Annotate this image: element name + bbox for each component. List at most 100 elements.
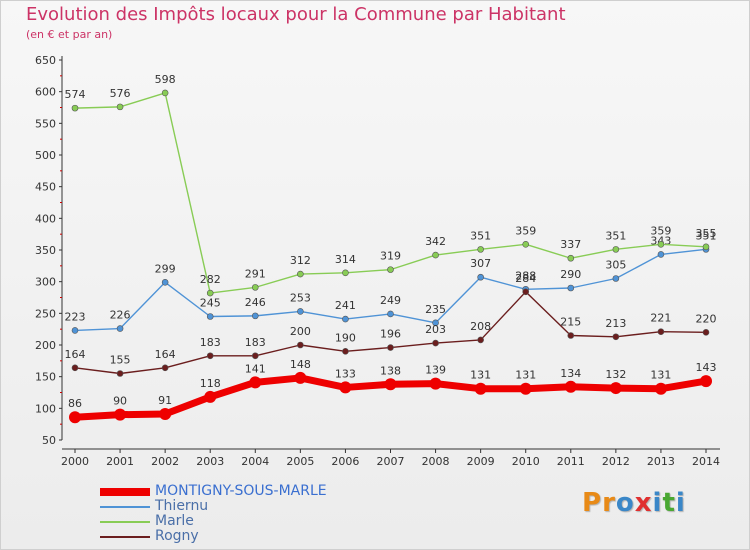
- y-tick-label: 550: [35, 117, 56, 130]
- data-label-thiernu: 241: [335, 299, 356, 312]
- x-tick-label: 2008: [422, 455, 450, 468]
- data-point-thiernu: [432, 319, 439, 327]
- y-tick-label: 50: [42, 434, 56, 447]
- data-label-rogny: 190: [335, 331, 356, 344]
- data-point-rogny: [522, 288, 530, 296]
- data-label-thiernu: 249: [380, 294, 401, 307]
- legend-swatch: [100, 506, 150, 508]
- data-label-marle: 291: [245, 267, 266, 280]
- x-tick-label: 2011: [557, 455, 585, 468]
- data-label-marle: 359: [515, 224, 536, 237]
- data-point-thiernu: [71, 327, 79, 334]
- data-point-montigny-sous-marle: [609, 382, 622, 395]
- data-label-marle: 342: [425, 235, 446, 248]
- logo-letter: o: [615, 488, 635, 518]
- data-point-thiernu: [612, 275, 620, 282]
- data-point-rogny: [342, 348, 349, 355]
- data-point-rogny: [657, 328, 665, 336]
- legend-label: MONTIGNY-SOUS-MARLE: [155, 483, 327, 499]
- y-tick-label: 400: [35, 212, 56, 225]
- logo-letter: r: [602, 488, 616, 518]
- data-label-rogny: 203: [425, 323, 446, 336]
- data-label-marle: 574: [65, 88, 86, 101]
- data-point-marle: [567, 254, 575, 262]
- data-label-thiernu: 290: [560, 268, 581, 281]
- legend-swatch: [100, 536, 150, 538]
- data-label-rogny: 200: [290, 325, 311, 338]
- logo-letter: i: [652, 488, 663, 518]
- data-point-rogny: [387, 344, 394, 351]
- data-point-montigny-sous-marle: [474, 382, 487, 395]
- data-label-thiernu: 351: [696, 229, 717, 242]
- x-tick-label: 2001: [106, 455, 134, 468]
- data-point-rogny: [477, 336, 484, 344]
- data-label-rogny: 164: [65, 348, 86, 361]
- data-label-montigny-sous-marle: 141: [245, 362, 266, 375]
- data-point-thiernu: [342, 315, 349, 323]
- data-label-montigny-sous-marle: 91: [158, 394, 172, 407]
- x-tick-label: 2014: [692, 455, 720, 468]
- data-point-montigny-sous-marle: [249, 376, 262, 389]
- data-point-montigny-sous-marle: [564, 380, 577, 393]
- data-point-montigny-sous-marle: [654, 382, 667, 395]
- y-tick-label: 200: [35, 339, 56, 352]
- x-tick-label: 2007: [377, 455, 405, 468]
- proxiti-logo: Proxiti: [582, 488, 686, 518]
- y-tick-label: 650: [35, 54, 56, 67]
- data-label-marle: 337: [560, 238, 581, 251]
- data-label-thiernu: 253: [290, 291, 311, 304]
- data-label-montigny-sous-marle: 133: [335, 367, 356, 380]
- data-label-rogny: 284: [515, 272, 536, 285]
- data-point-montigny-sous-marle: [114, 408, 127, 421]
- data-label-montigny-sous-marle: 148: [290, 358, 311, 371]
- data-label-marle: 598: [155, 73, 176, 86]
- data-label-montigny-sous-marle: 131: [650, 369, 671, 382]
- y-tick-label: 150: [35, 371, 56, 384]
- data-point-marle: [161, 89, 169, 97]
- data-label-montigny-sous-marle: 131: [515, 369, 536, 382]
- data-point-thiernu: [387, 310, 394, 318]
- data-label-marle: 312: [290, 254, 311, 267]
- x-tick-label: 2013: [647, 455, 675, 468]
- chart-subtitle: (en € et par an): [26, 28, 113, 41]
- data-label-montigny-sous-marle: 118: [200, 377, 221, 390]
- data-label-montigny-sous-marle: 143: [696, 361, 717, 374]
- chart-title: Evolution des Impôts locaux pour la Comm…: [26, 4, 566, 25]
- legend-label: Thiernu: [155, 498, 209, 514]
- data-label-montigny-sous-marle: 132: [605, 368, 626, 381]
- data-point-marle: [522, 241, 530, 248]
- y-tick-label: 500: [35, 149, 56, 162]
- legend-label: Rogny: [155, 528, 199, 544]
- data-point-marle: [342, 269, 349, 277]
- data-label-thiernu: 235: [425, 303, 446, 316]
- data-point-marle: [251, 284, 259, 291]
- data-label-marle: 576: [110, 87, 131, 100]
- data-label-rogny: 155: [110, 354, 131, 367]
- data-label-rogny: 215: [560, 316, 581, 329]
- data-point-thiernu: [251, 312, 259, 320]
- data-point-montigny-sous-marle: [69, 411, 81, 424]
- x-tick-label: 2012: [602, 455, 630, 468]
- data-label-thiernu: 305: [605, 259, 626, 272]
- y-tick-label: 300: [35, 276, 56, 289]
- data-point-thiernu: [206, 313, 214, 320]
- data-point-thiernu: [477, 273, 484, 281]
- data-point-marle: [702, 243, 710, 251]
- data-point-marle: [387, 266, 394, 273]
- data-point-rogny: [567, 332, 575, 339]
- data-point-thiernu: [657, 251, 665, 258]
- data-point-marle: [71, 104, 79, 112]
- logo-letter: P: [582, 488, 603, 518]
- data-point-marle: [432, 251, 439, 259]
- data-point-montigny-sous-marle: [294, 371, 307, 384]
- data-point-rogny: [161, 364, 169, 372]
- data-label-rogny: 208: [470, 320, 491, 333]
- x-tick-label: 2000: [61, 455, 89, 468]
- x-tick-label: 2002: [151, 455, 179, 468]
- data-label-rogny: 213: [605, 317, 626, 330]
- data-label-marle: 359: [650, 224, 671, 237]
- data-label-montigny-sous-marle: 138: [380, 364, 401, 377]
- x-tick-label: 2010: [512, 455, 540, 468]
- data-point-thiernu: [116, 325, 124, 332]
